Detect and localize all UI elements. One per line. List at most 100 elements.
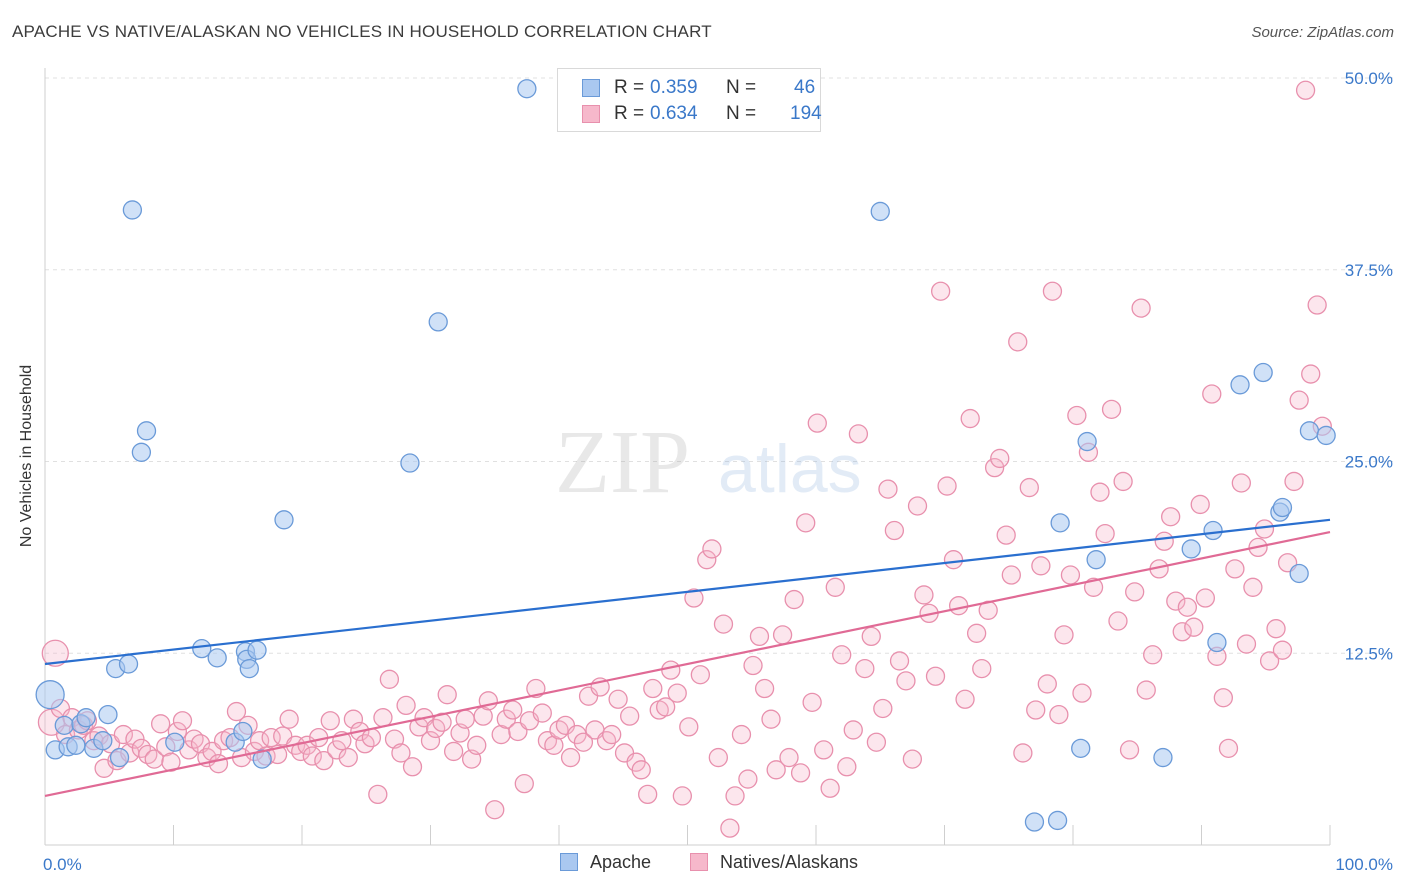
- native-point: [455, 709, 475, 729]
- native-point: [1190, 494, 1210, 515]
- grid-lines: [45, 77, 1395, 654]
- native-point: [491, 724, 511, 745]
- native-point: [754, 678, 775, 699]
- native-point: [896, 671, 916, 691]
- apache-point: [428, 312, 448, 332]
- apache-point: [1086, 550, 1106, 570]
- native-point: [656, 697, 676, 717]
- apache-point: [207, 648, 227, 668]
- chart-title: APACHE VS NATIVE/ALASKAN NO VEHICLES IN …: [12, 22, 712, 41]
- tick-labels: 12.5% 25.0% 37.5% 50.0% 0.0% 100.0%: [43, 69, 1393, 874]
- native-point: [713, 614, 734, 634]
- apache-point: [1071, 738, 1091, 759]
- native-point: [1218, 738, 1239, 759]
- x-tick-label: 0.0%: [43, 855, 82, 874]
- apache-point: [1024, 812, 1045, 832]
- watermark: ZIP atlas: [555, 413, 862, 512]
- y-tick-label: 12.5%: [1345, 644, 1393, 663]
- native-point: [672, 786, 693, 806]
- native-point: [1225, 559, 1245, 579]
- native-point: [1301, 364, 1321, 384]
- native-point: [843, 720, 863, 740]
- native-point: [1289, 390, 1309, 410]
- native-point: [391, 743, 411, 763]
- native-point: [832, 645, 852, 665]
- native-point: [1202, 384, 1222, 404]
- legend-r-label: R =: [614, 103, 645, 124]
- apache-point: [233, 721, 253, 742]
- native-point: [955, 689, 975, 709]
- apache-point: [239, 658, 259, 679]
- apache-point: [1077, 431, 1097, 452]
- native-trend-line: [44, 530, 1331, 797]
- apache-point: [1181, 539, 1201, 559]
- native-point: [738, 769, 758, 789]
- native-swatch: [582, 105, 600, 123]
- x-tick-label: 100.0%: [1335, 855, 1393, 874]
- legend-r-label: R =: [614, 77, 645, 98]
- apache-point: [136, 421, 157, 441]
- native-point: [1083, 577, 1104, 597]
- native-point: [690, 665, 710, 685]
- native-point: [1254, 519, 1275, 539]
- native-point: [708, 747, 728, 768]
- native-point: [602, 724, 622, 745]
- native-point: [379, 669, 400, 689]
- native-point: [320, 711, 340, 731]
- native-point: [1295, 80, 1316, 100]
- native-point: [825, 577, 845, 597]
- native-point: [1101, 399, 1122, 419]
- native-point: [878, 479, 898, 499]
- watermark-zip: ZIP: [555, 413, 690, 512]
- trend-lines: [44, 518, 1331, 797]
- native-point: [1243, 577, 1263, 597]
- native-point: [966, 623, 987, 643]
- apache-point: [118, 654, 139, 674]
- native-point: [814, 740, 834, 760]
- native-point: [596, 731, 617, 751]
- native-point: [837, 757, 857, 777]
- legend-item-apache: Apache: [560, 852, 651, 873]
- native-point: [144, 749, 164, 769]
- native-point: [661, 660, 681, 680]
- native-point: [620, 706, 640, 726]
- native-point: [643, 678, 663, 699]
- native-point: [113, 724, 134, 745]
- native-point: [1259, 651, 1280, 671]
- native-point: [327, 740, 347, 760]
- native-point: [503, 700, 523, 720]
- native-point: [1125, 582, 1145, 602]
- native-point: [485, 800, 505, 820]
- native-point: [948, 596, 969, 616]
- native-point: [1131, 298, 1151, 318]
- native-point: [725, 786, 745, 806]
- native-point: [697, 550, 717, 570]
- native-point: [889, 651, 910, 671]
- apache-point: [1316, 425, 1336, 446]
- apache-point: [1203, 520, 1223, 541]
- native-point: [409, 717, 429, 737]
- native-point: [930, 281, 951, 301]
- apache-point: [1207, 632, 1227, 653]
- native-point: [731, 724, 752, 745]
- native-point: [1136, 680, 1156, 700]
- native-point: [1166, 591, 1186, 611]
- native-swatch: [690, 853, 708, 871]
- native-point: [1072, 683, 1092, 703]
- apache-point: [131, 442, 152, 462]
- native-point: [338, 747, 358, 768]
- legend-native-label: Natives/Alaskans: [720, 852, 859, 872]
- apache-point: [1253, 362, 1273, 383]
- native-point: [1019, 477, 1039, 498]
- native-point: [667, 683, 687, 703]
- apache-point: [517, 79, 537, 99]
- native-point: [937, 476, 957, 496]
- native-point: [784, 589, 804, 610]
- native-point: [972, 658, 992, 679]
- native-point: [1049, 704, 1069, 725]
- native-point: [1037, 674, 1057, 694]
- native-point: [743, 655, 763, 676]
- apache-point: [76, 708, 96, 728]
- native-point: [855, 658, 875, 679]
- native-point: [796, 513, 816, 533]
